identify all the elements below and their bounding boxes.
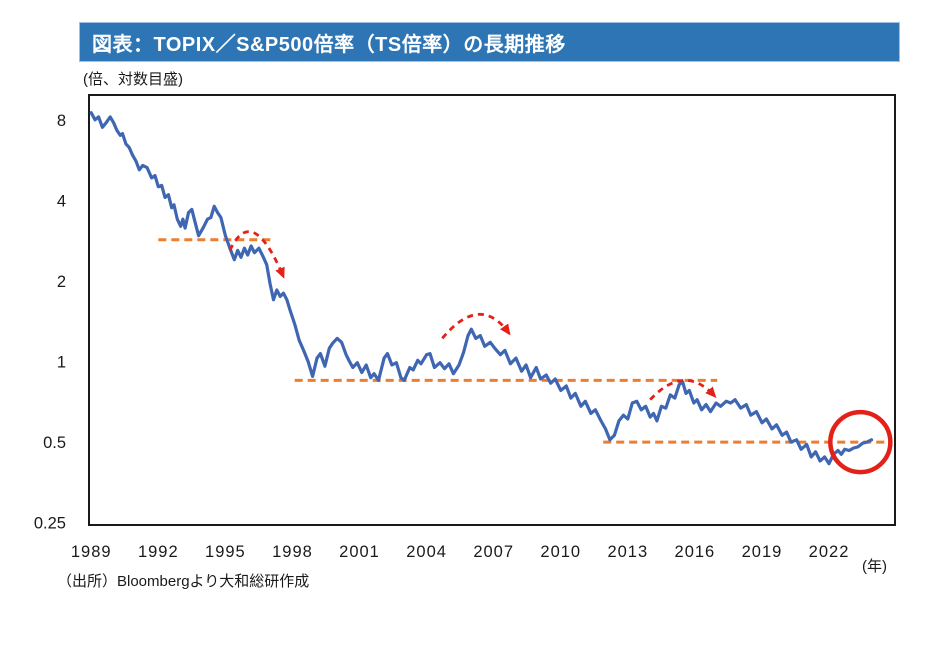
x-axis-tick-label: 2013 — [607, 543, 648, 561]
x-axis-tick-label: 1989 — [71, 543, 112, 561]
x-axis-tick-label: 2007 — [473, 543, 514, 561]
x-axis-unit-label: (年) — [862, 558, 887, 575]
plot-border — [88, 94, 896, 526]
y-axis-tick-label: 1 — [57, 353, 66, 371]
x-axis-tick-label: 2004 — [406, 543, 447, 561]
source-note: （出所）Bloombergより大和総研作成 — [57, 573, 310, 590]
trend-arrow-icon — [441, 312, 511, 340]
y-axis-tick-label: 2 — [57, 273, 66, 291]
x-axis-tick-label: 1998 — [272, 543, 313, 561]
x-axis-tick-label: 2016 — [675, 543, 716, 561]
y-axis-unit-label: (倍、対数目盛) — [83, 71, 183, 88]
trend-arrow-icon — [228, 230, 285, 279]
y-axis-tick-label: 4 — [57, 192, 66, 210]
trend-arrow-icon — [649, 379, 717, 401]
x-axis-tick-label: 2019 — [742, 543, 783, 561]
y-axis-tick-label: 0.25 — [34, 515, 66, 533]
x-axis-tick-label: 1995 — [205, 543, 246, 561]
chart-title-bar: 図表：TOPIX／S&P500倍率（TS倍率）の長期推移 — [79, 22, 900, 62]
x-axis-tick-label: 2010 — [540, 543, 581, 561]
y-axis-tick-label: 0.5 — [43, 434, 66, 452]
chart-title: 図表：TOPIX／S&P500倍率（TS倍率）の長期推移 — [92, 33, 566, 56]
ts-ratio-line — [89, 111, 874, 466]
x-axis-tick-label: 2022 — [809, 543, 850, 561]
x-axis-tick-label: 2001 — [339, 543, 380, 561]
x-axis-tick-label: 1992 — [138, 543, 179, 561]
y-axis-tick-label: 8 — [57, 112, 66, 130]
highlight-circle — [828, 409, 893, 475]
